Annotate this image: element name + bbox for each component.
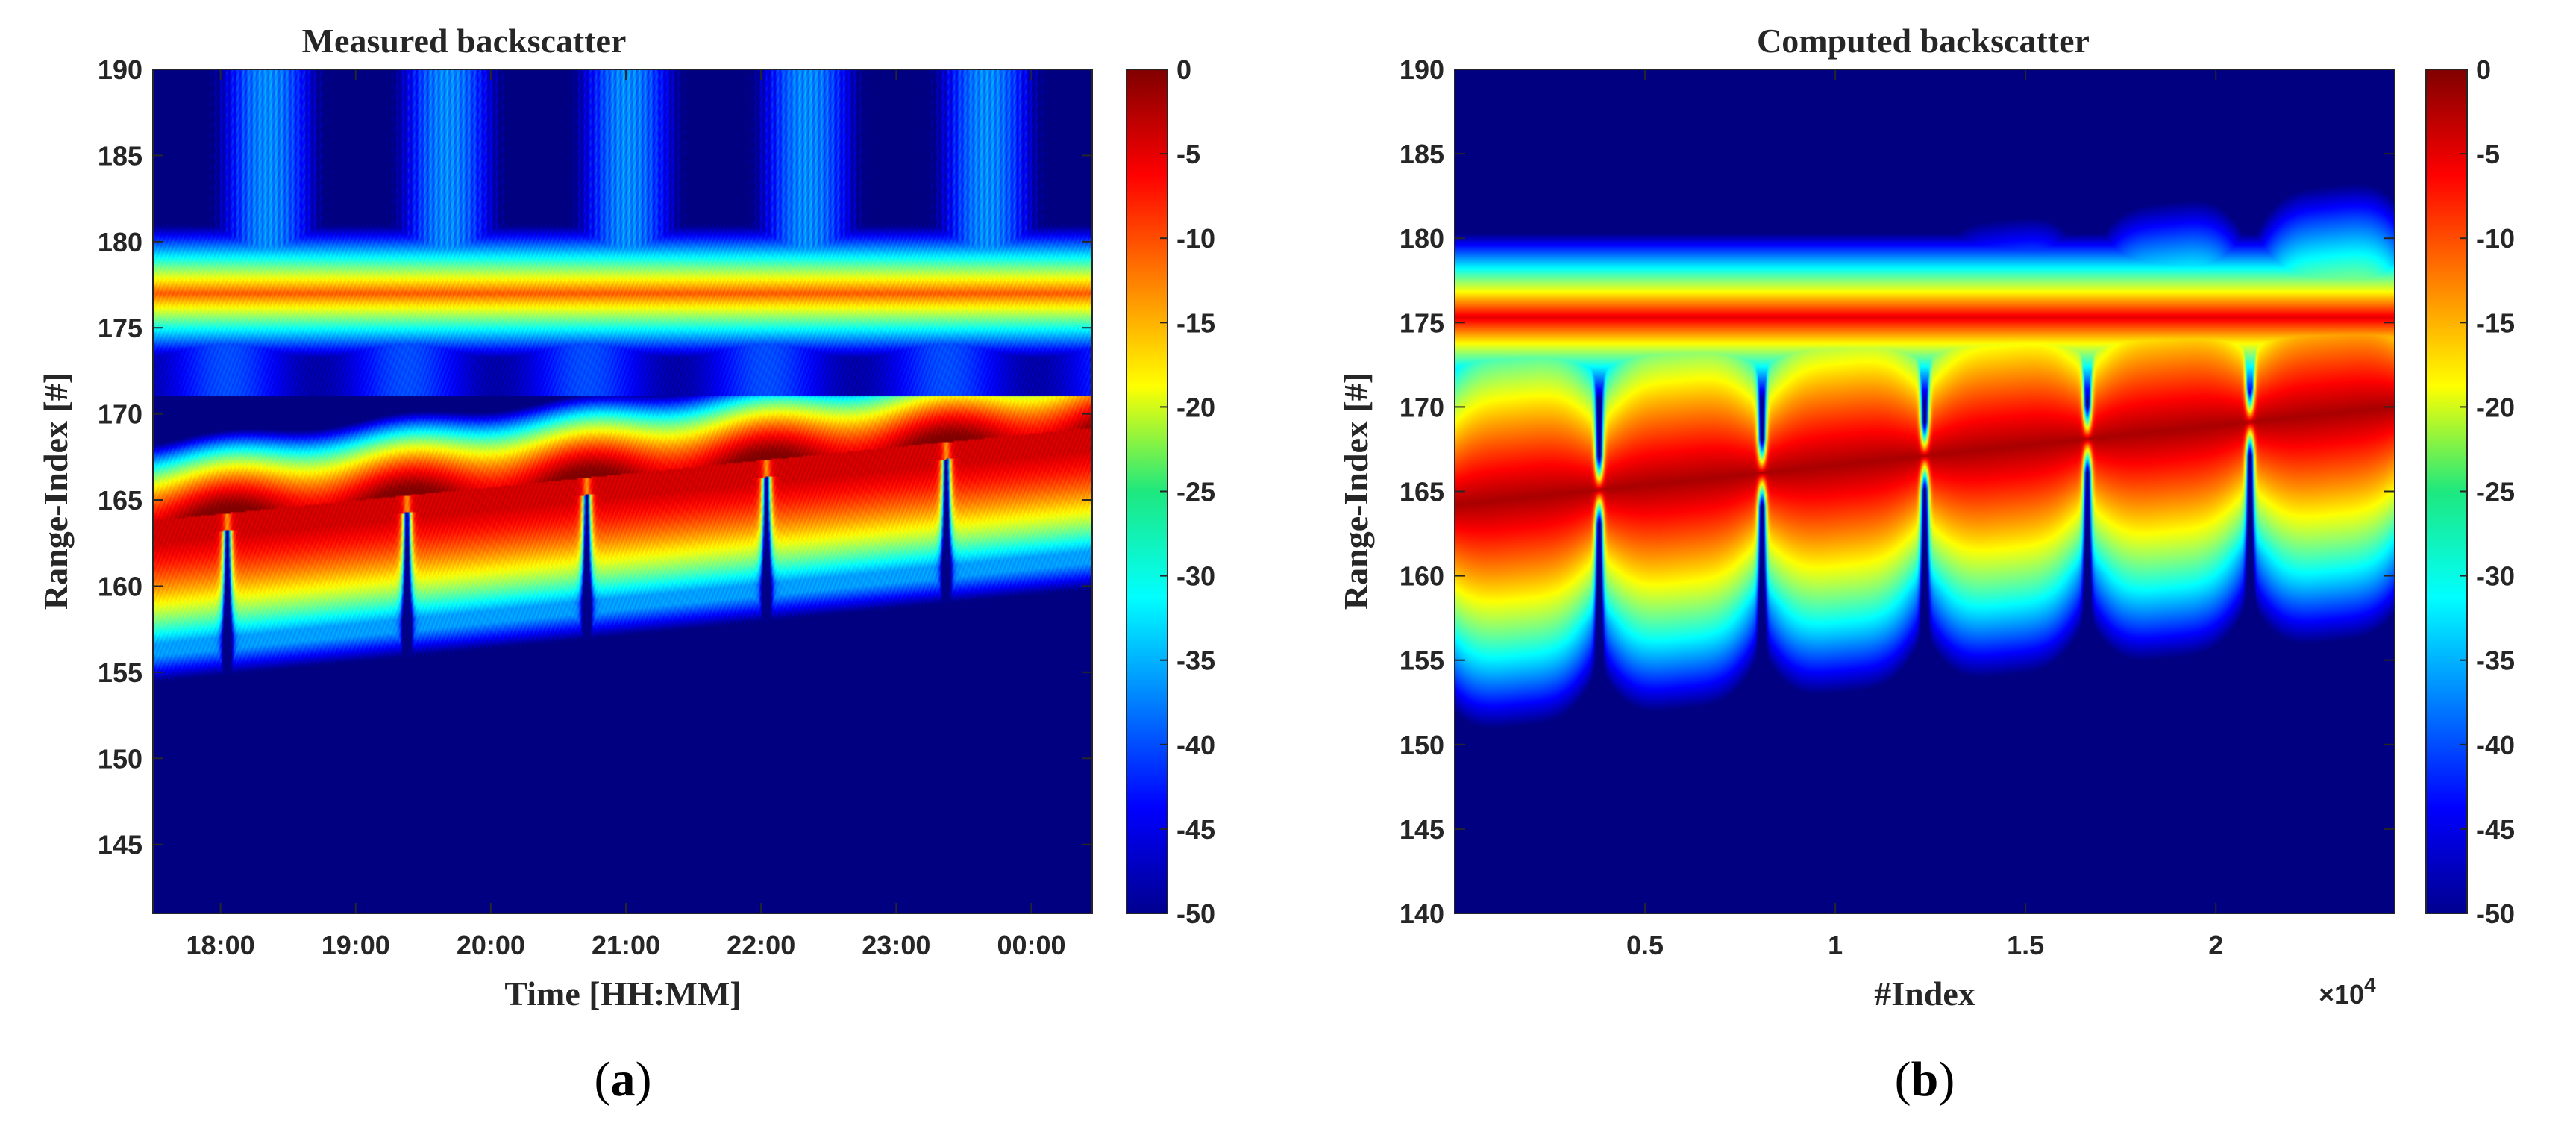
x-exponent-base: ×10: [2319, 979, 2364, 1010]
x-tick-label: 18:00: [187, 930, 255, 960]
colorbar-tick-label: -10: [2476, 223, 2515, 254]
colorbar-tick-label: -20: [2476, 392, 2515, 422]
caption-b-letter: b: [1911, 1052, 1939, 1107]
y-ticks-b: 140 145 150 155 160 165 170 175 180 185 190: [1400, 54, 2395, 929]
y-tick-label: 175: [98, 313, 142, 343]
y-tick-label: 165: [98, 485, 142, 516]
caption-a: (a): [595, 1052, 652, 1107]
x-ticks-b: 0.5 1 1.5 2: [1626, 69, 2223, 960]
colorbar-tick-label: 0: [1176, 54, 1191, 85]
colorbar-tick-label: -50: [1176, 898, 1215, 929]
colorbar-tick-label: 0: [2476, 54, 2491, 85]
y-tick-label: 145: [98, 830, 142, 860]
plot-frame-a: [152, 69, 1093, 914]
colorbar-tick-label: -15: [1176, 307, 1215, 338]
colorbar-tick-label: -35: [1176, 645, 1215, 676]
y-axis-label-b: Range-Index [#]: [1337, 372, 1375, 610]
y-tick-label: 190: [98, 54, 142, 85]
panel-b: Computed backscatter 1401451501551601651…: [1337, 22, 2515, 1013]
colorbar-tick-label: -30: [1176, 561, 1215, 592]
x-axis-label-b: #Index: [1874, 975, 1975, 1013]
caption-b: (b): [1895, 1052, 1955, 1107]
colorbar-tick-label: -25: [2476, 477, 2515, 507]
colorbar-ticks-b: 0 -5 -10 -15 -20 -25 -30 -35 -40 -45 -50: [2460, 54, 2515, 929]
colorbar-tick-label: -50: [2476, 898, 2515, 929]
colorbar-tick-label: -40: [1176, 730, 1215, 760]
colorbar-tick-label: -25: [1176, 477, 1215, 507]
y-tick-label: 185: [98, 140, 142, 171]
x-tick-label: 19:00: [322, 930, 390, 960]
y-ticks-a: 145 150 155 160 165 170 175 180 185 190: [98, 54, 1092, 860]
x-tick-label: 00:00: [997, 930, 1065, 960]
panel-a: Measured backscatter 1451501551601651701…: [37, 22, 1215, 1013]
y-tick-label: 150: [1400, 730, 1444, 760]
x-tick-label: 20:00: [457, 930, 525, 960]
y-tick-label: 170: [98, 399, 142, 430]
y-tick-label: 140: [1400, 898, 1444, 929]
y-tick-label: 180: [98, 227, 142, 257]
x-tick-label: 21:00: [592, 930, 660, 960]
x-tick-label: 23:00: [862, 930, 930, 960]
heatmap-a: [153, 69, 1092, 913]
y-tick-label: 160: [1400, 561, 1444, 592]
panel-a-title: Measured backscatter: [302, 22, 627, 60]
colorbar-tick-label: -15: [2476, 307, 2515, 338]
y-tick-label: 155: [98, 657, 142, 688]
x-tick-label: 2: [2208, 930, 2223, 960]
colorbar-tick-label: -45: [2476, 814, 2515, 845]
heatmap-b: [1455, 69, 2395, 913]
x-axis-exponent-b: ×104: [2319, 973, 2376, 1010]
y-tick-label: 150: [98, 743, 142, 774]
y-tick-label: 175: [1400, 307, 1444, 338]
y-tick-label: 170: [1400, 392, 1444, 422]
colorbar-tick-label: -40: [2476, 730, 2515, 760]
x-tick-label: 22:00: [727, 930, 795, 960]
y-tick-label: 145: [1400, 814, 1444, 845]
y-tick-label: 180: [1400, 223, 1444, 254]
colorbar-tick-label: -10: [1176, 223, 1215, 254]
y-tick-label: 185: [1400, 139, 1444, 169]
colorbar-tick-label: -20: [1176, 392, 1215, 422]
x-tick-label: 0.5: [1626, 930, 1664, 960]
y-tick-label: 160: [98, 571, 142, 601]
x-axis-label-a: Time [HH:MM]: [504, 975, 741, 1013]
y-tick-label: 165: [1400, 477, 1444, 507]
colorbar-tick-label: -30: [2476, 561, 2515, 592]
colorbar-tick-label: -5: [2476, 139, 2500, 169]
y-tick-label: 190: [1400, 54, 1444, 85]
x-ticks-a: 18:00 19:00 20:00 21:00 22:00 23:00 00:00: [187, 69, 1066, 960]
y-tick-label: 155: [1400, 645, 1444, 676]
x-tick-label: 1: [1828, 930, 1843, 960]
caption-a-letter: a: [611, 1052, 636, 1107]
panel-b-title: Computed backscatter: [1757, 22, 2090, 60]
colorbar-ticks-a: 0 -5 -10 -15 -20 -25 -30 -35 -40 -45 -50: [1160, 54, 1215, 929]
colorbar-tick-label: -5: [1176, 139, 1200, 169]
colorbar-tick-label: -35: [2476, 645, 2515, 676]
x-tick-label: 1.5: [2007, 930, 2044, 960]
colorbar-tick-label: -45: [1176, 814, 1215, 845]
y-axis-label-a: Range-Index [#]: [37, 372, 75, 610]
x-exponent-power: 4: [2364, 973, 2376, 996]
